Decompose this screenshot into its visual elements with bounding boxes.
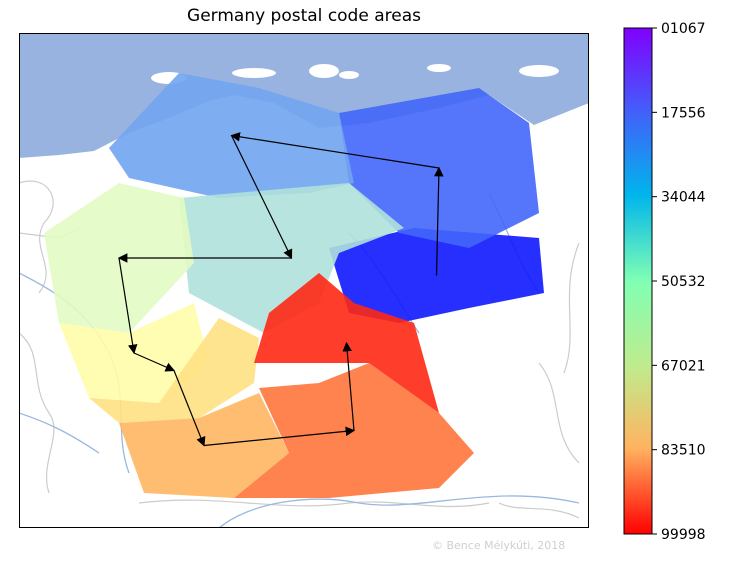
border-line	[18, 180, 54, 294]
sequence-arrow-7-8	[203, 426, 356, 447]
island	[309, 64, 339, 78]
border-line	[498, 502, 580, 519]
colorbar-tick-label: 34044	[661, 190, 706, 206]
island	[427, 64, 451, 72]
island	[232, 68, 276, 78]
border-line	[138, 499, 490, 508]
chart-title: Germany postal code areas	[187, 6, 421, 26]
sequence-arrow-2-3	[230, 135, 293, 260]
postal-region-6	[89, 318, 259, 423]
sequence-arrow-4-5	[118, 257, 138, 355]
colorbar-tick-label: 50532	[661, 274, 706, 290]
colorbar-tick-label: 83510	[661, 443, 706, 459]
border-line	[538, 362, 580, 464]
colorbar-tick-label: 17556	[661, 105, 706, 121]
sequence-arrows	[117, 132, 444, 447]
colorbar-tick-label: 67021	[661, 358, 706, 374]
sequence-arrow-0-1	[434, 166, 444, 276]
sequence-arrow-6-7	[173, 370, 206, 447]
colorbar-tick-label: 01067	[661, 21, 706, 37]
river-line	[18, 412, 100, 454]
island	[519, 65, 559, 77]
colorbar: 01067 17556 34044 50532 67021 83510 99998	[600, 20, 749, 550]
plot-frame	[19, 33, 589, 528]
colorbar-tick-label: 99998	[661, 527, 706, 543]
border-line	[18, 332, 55, 494]
island	[339, 71, 359, 79]
river-line	[218, 495, 580, 529]
country-borders	[18, 180, 580, 519]
sequence-arrow-1-2	[230, 132, 440, 169]
map-plot-area	[18, 33, 589, 529]
copyright-credit: © Bence Mélykúti, 2018	[432, 539, 566, 552]
border-line	[563, 242, 580, 374]
colorbar-ticks: 01067 17556 34044 50532 67021 83510 99998	[652, 21, 706, 543]
colorbar-gradient	[623, 27, 653, 535]
sequence-arrow-5-6	[133, 352, 176, 372]
sea-region	[19, 33, 589, 158]
sequence-arrow-8-9	[342, 341, 355, 431]
map-svg	[18, 33, 589, 529]
